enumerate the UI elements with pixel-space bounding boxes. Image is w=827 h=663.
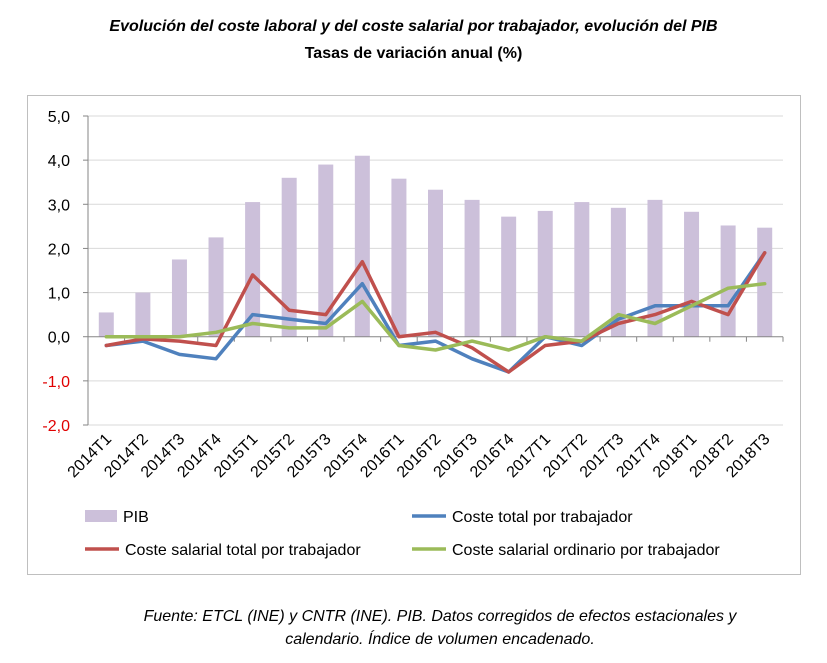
bar-pib-2018T2 <box>720 225 736 337</box>
bar-pib-2017T4 <box>647 199 663 337</box>
axes <box>83 115 784 426</box>
y-tick-label: 0,0 <box>48 330 70 347</box>
bar-pib-2014T3 <box>171 259 187 337</box>
chart-title: Evolución del coste laboral y del coste … <box>109 18 718 35</box>
y-tick-label: -1,0 <box>42 374 70 391</box>
bar-pib-2014T1 <box>98 312 114 337</box>
bar-pib-2014T4 <box>208 237 224 337</box>
bars-pib <box>98 155 773 337</box>
y-tick-labels: 5,0 4,0 3,0 2,0 1,0 0,0 -1,0 -2,0 <box>42 109 70 435</box>
bar-pib-2017T3 <box>610 207 626 337</box>
bar-pib-2016T1 <box>391 178 407 337</box>
bar-pib-2016T2 <box>428 189 443 337</box>
line-series-3 <box>104 281 767 352</box>
line-series-1 <box>104 251 767 374</box>
legend-swatch-pib <box>85 510 117 522</box>
bar-pib-2017T1 <box>537 210 553 337</box>
legend-label-coste-salarial-ordinario: Coste salarial ordinario por trabajador <box>452 542 720 559</box>
legend: PIB Coste total por trabajador Coste sal… <box>85 509 720 559</box>
bar-pib-2015T2 <box>281 177 297 337</box>
y-tick-label: 1,0 <box>48 286 70 303</box>
x-tick-labels: 2014T12014T22014T32014T42015T12015T22015… <box>65 431 774 481</box>
bar-pib-2014T2 <box>135 292 151 337</box>
y-tick-label: 2,0 <box>48 241 70 258</box>
bar-pib-2015T1 <box>245 202 261 337</box>
y-tick-label: 3,0 <box>48 197 70 214</box>
gridlines <box>88 115 783 426</box>
bar-pib-2017T2 <box>574 202 590 337</box>
legend-label-pib: PIB <box>123 509 149 526</box>
bar-pib-2016T3 <box>464 199 480 337</box>
y-tick-label: -2,0 <box>42 418 70 435</box>
lines <box>104 251 767 374</box>
y-tick-label: 4,0 <box>48 153 70 170</box>
chart-frame <box>27 95 801 575</box>
legend-label-coste-salarial-total: Coste salarial total por trabajador <box>125 542 361 559</box>
bar-pib-2018T1 <box>684 211 700 337</box>
legend-label-coste-total: Coste total por trabajador <box>452 509 633 526</box>
y-tick-label: 5,0 <box>48 109 70 126</box>
bar-pib-2016T4 <box>501 216 517 337</box>
line-series-2 <box>104 251 767 374</box>
chart-subtitle: Tasas de variación anual (%) <box>304 45 523 62</box>
bar-pib-2015T3 <box>318 164 334 337</box>
source-note: Fuente: ETCL (INE) y CNTR (INE). PIB. Da… <box>143 608 737 648</box>
